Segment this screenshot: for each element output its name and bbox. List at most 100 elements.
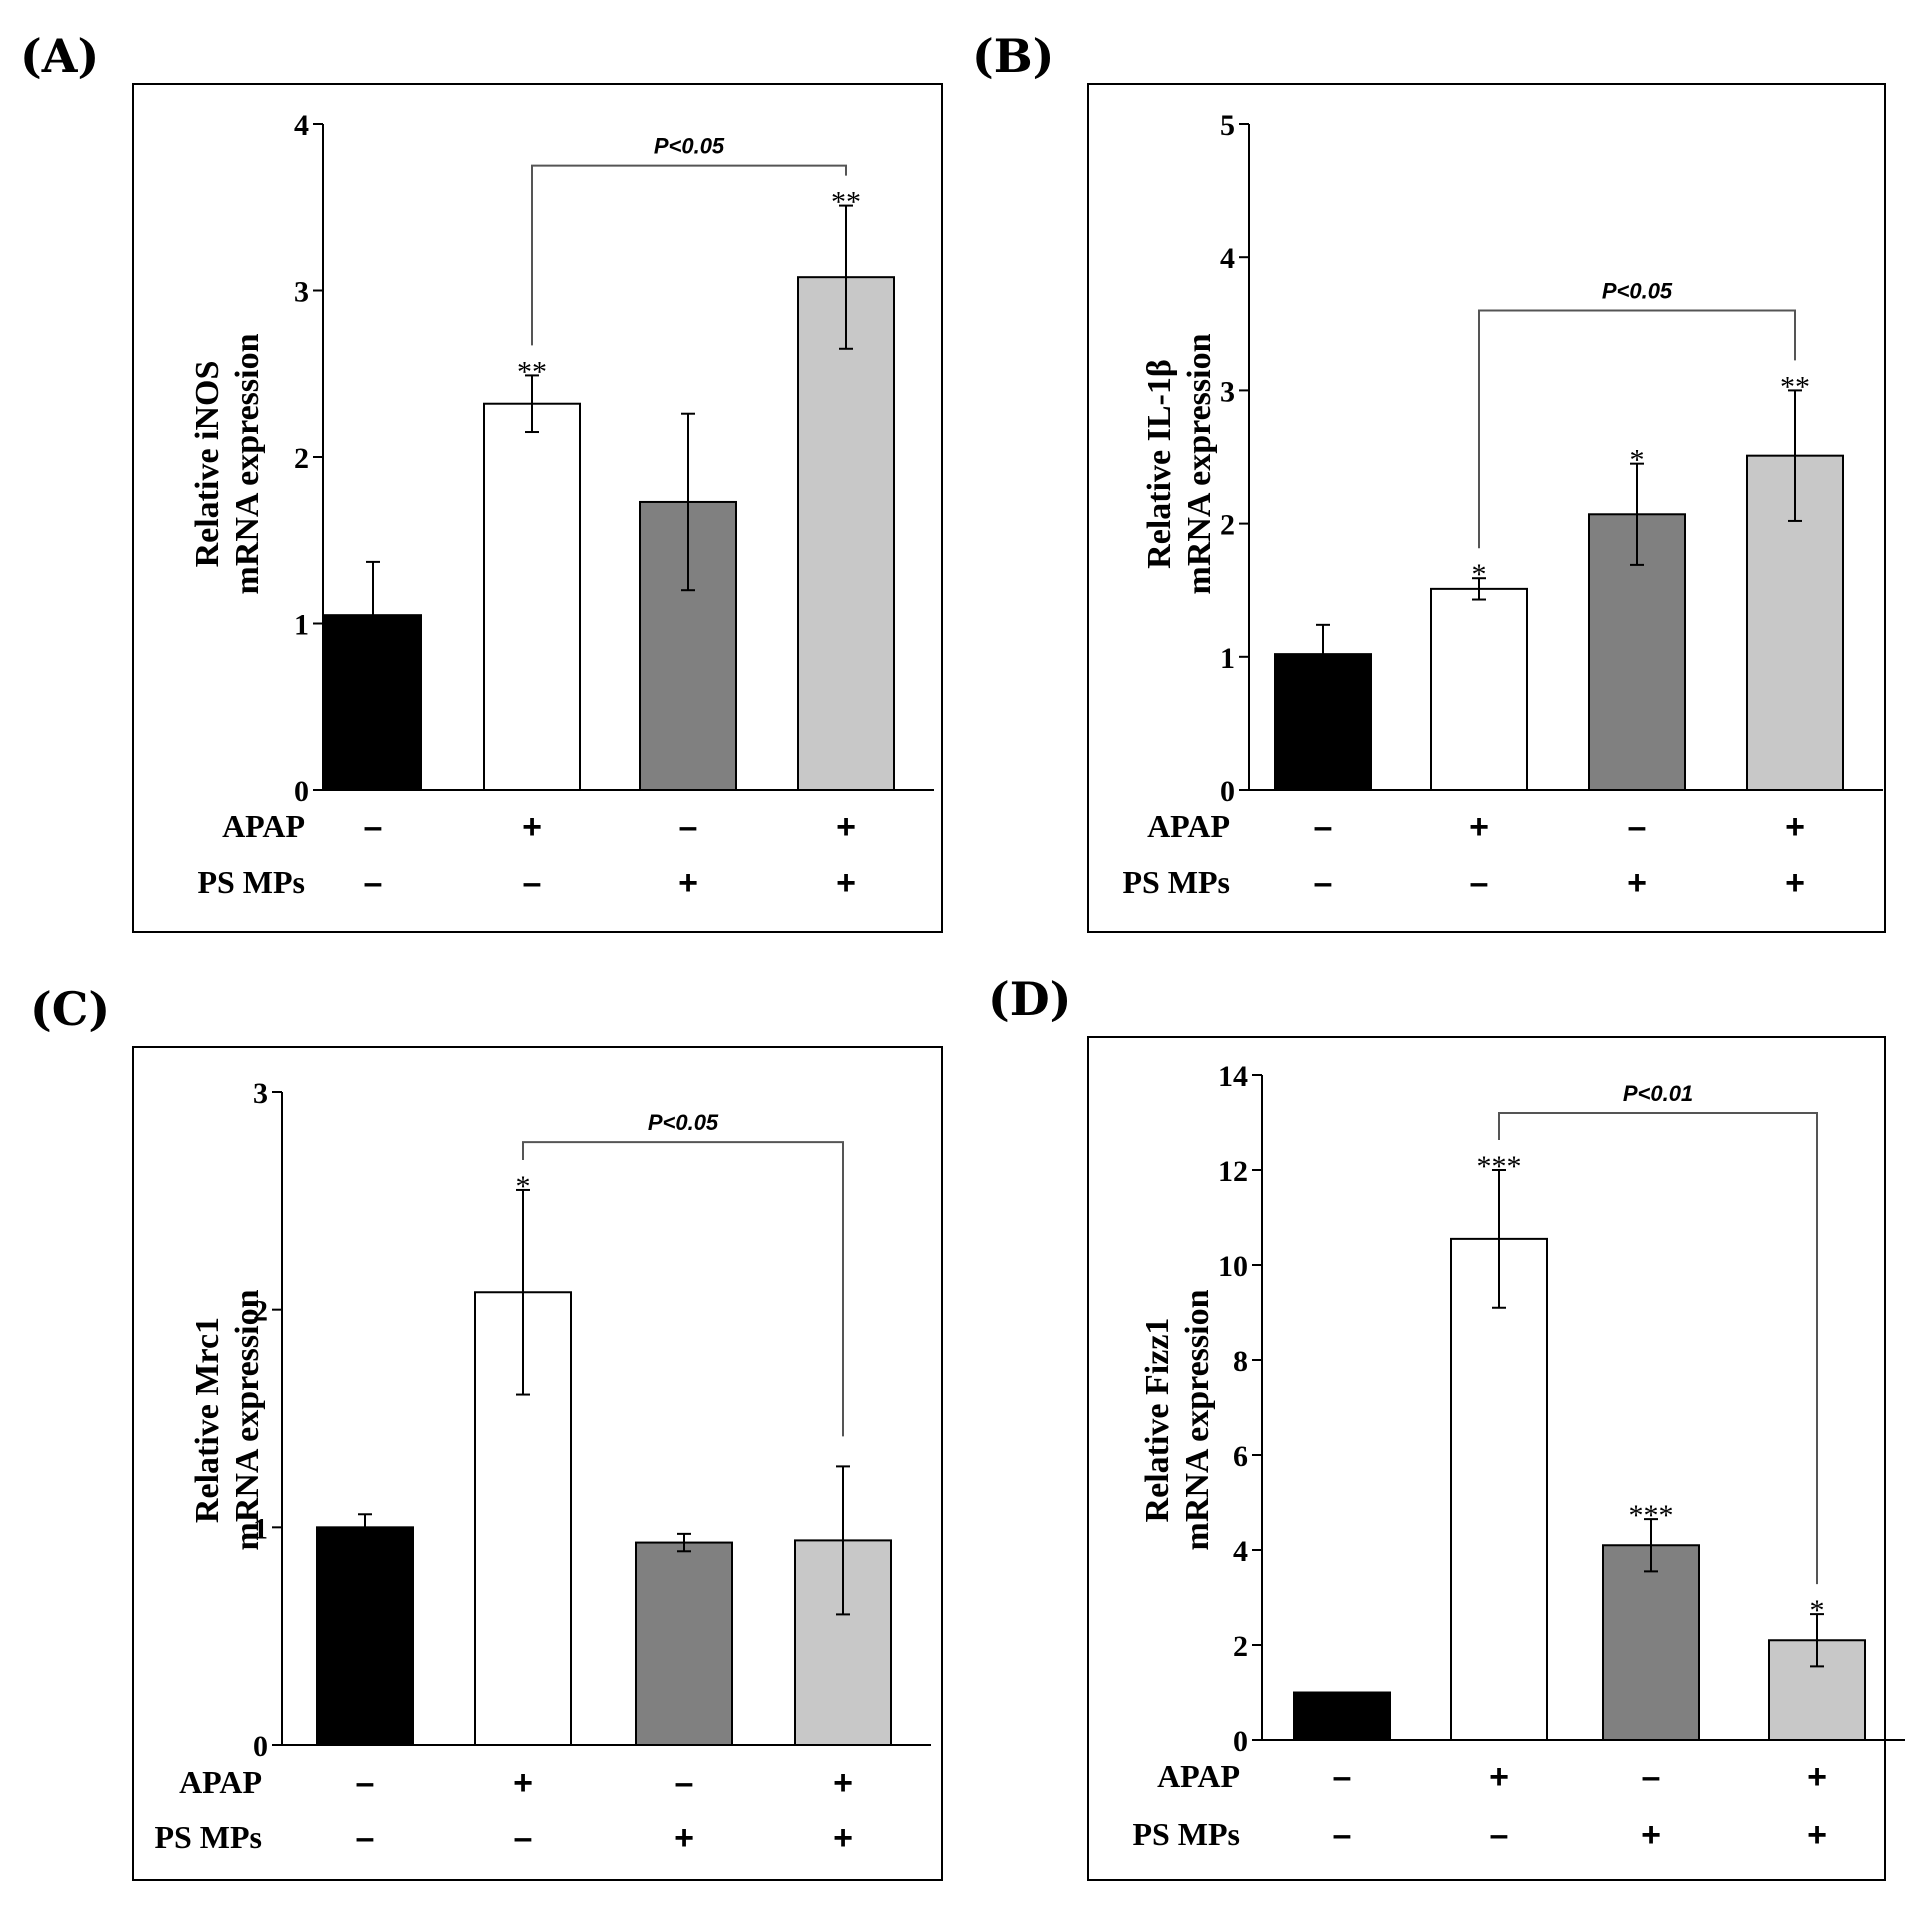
comparison-bracket — [1498, 1112, 1818, 1585]
y-tick-label: 3 — [253, 1077, 268, 1110]
significance-stars: ** — [517, 355, 547, 388]
condition-label: PS MPs — [197, 864, 305, 900]
significance-stars: * — [1472, 558, 1487, 591]
y-tick-label: 2 — [253, 1295, 268, 1328]
y-tick-label: 0 — [294, 775, 309, 808]
y-tick-label: 0 — [1220, 775, 1235, 808]
panel-label: (C) — [30, 982, 110, 1036]
condition-sign: + — [836, 808, 856, 846]
condition-sign: + — [522, 808, 542, 846]
panel-label: (B) — [972, 29, 1054, 83]
condition-label: PS MPs — [1122, 864, 1230, 900]
condition-sign: – — [1314, 864, 1333, 902]
chart-panel: (C) 0 1 2 3 Relative Mrc1 mRNA expression * P<0.… — [30, 982, 943, 1881]
condition-label: APAP — [179, 1764, 262, 1800]
significance-stars: * — [516, 1170, 531, 1203]
y-tick-label: 2 — [294, 442, 309, 475]
chart-panel: (A) 0 1 2 3 4 Relative iNOS mRNA expression ** **… — [20, 29, 943, 933]
bar — [1293, 1691, 1391, 1741]
condition-sign: + — [1641, 1816, 1661, 1854]
condition-sign: + — [1807, 1758, 1827, 1796]
y-axis-label: mRNA expression — [229, 333, 266, 594]
y-axis-label: mRNA expression — [1181, 333, 1218, 594]
y-tick-label: 3 — [1220, 375, 1235, 408]
bar — [483, 402, 581, 791]
y-tick-label: 1 — [294, 609, 309, 642]
bar — [1430, 587, 1528, 791]
condition-sign: + — [1469, 808, 1489, 846]
panel-label: (A) — [20, 29, 99, 83]
y-tick-label: 2 — [1233, 1630, 1248, 1663]
y-tick-label: 12 — [1218, 1155, 1248, 1188]
condition-sign: + — [1807, 1816, 1827, 1854]
condition-sign: – — [1642, 1758, 1661, 1796]
p-value-label: P<0.05 — [654, 134, 725, 159]
significance-stars: * — [1810, 1594, 1825, 1627]
significance-stars: ** — [831, 186, 861, 219]
condition-sign: – — [364, 808, 383, 846]
bar — [797, 276, 895, 791]
y-tick-label: 4 — [294, 109, 309, 142]
condition-label: APAP — [1157, 1758, 1240, 1794]
y-tick-label: 6 — [1233, 1440, 1248, 1473]
p-value-label: P<0.05 — [1602, 278, 1673, 303]
comparison-bracket — [1478, 309, 1796, 549]
y-tick-label: 1 — [253, 1512, 268, 1545]
condition-sign: + — [1489, 1758, 1509, 1796]
panel-frame — [132, 1046, 943, 1881]
condition-sign: – — [356, 1819, 375, 1857]
y-axis-label: Relative IL-1β — [1141, 359, 1178, 569]
panel-label: (D) — [988, 972, 1071, 1026]
condition-sign: – — [675, 1764, 694, 1802]
y-tick-label: 0 — [1233, 1725, 1248, 1758]
y-axis-label: mRNA expression — [1179, 1289, 1216, 1550]
bar — [316, 1526, 414, 1747]
y-tick-label: 5 — [1220, 109, 1235, 142]
condition-label: PS MPs — [1132, 1816, 1240, 1852]
significance-stars: *** — [1477, 1150, 1522, 1183]
y-axis-label: mRNA expression — [229, 1289, 266, 1550]
y-tick-label: 8 — [1233, 1345, 1248, 1378]
y-tick-label: 10 — [1218, 1250, 1248, 1283]
condition-sign: – — [523, 864, 542, 902]
condition-sign: + — [513, 1764, 533, 1802]
condition-sign: + — [678, 864, 698, 902]
bar — [635, 1541, 733, 1746]
panel-frame — [1087, 83, 1886, 933]
panel-frame — [132, 83, 943, 933]
condition-sign: – — [514, 1819, 533, 1857]
bar — [1450, 1237, 1548, 1741]
chart-panel: (D) 0 2 4 6 8 10 12 14 Relative Fizz1 mRNA express… — [988, 972, 1905, 1881]
condition-sign: + — [1785, 864, 1805, 902]
condition-label: APAP — [1147, 808, 1230, 844]
condition-label: PS MPs — [154, 1819, 262, 1855]
y-tick-label: 1 — [1220, 642, 1235, 675]
condition-sign: + — [1627, 864, 1647, 902]
condition-sign: + — [1785, 808, 1805, 846]
bar — [639, 500, 737, 791]
y-tick-label: 0 — [253, 1730, 268, 1763]
condition-sign: – — [364, 864, 383, 902]
condition-sign: – — [1314, 808, 1333, 846]
comparison-bracket — [531, 164, 847, 346]
condition-label: APAP — [222, 808, 305, 844]
y-axis-label: Relative Fizz1 — [1139, 1318, 1176, 1523]
significance-stars: * — [1630, 444, 1645, 477]
condition-sign: – — [1470, 864, 1489, 902]
condition-sign: + — [836, 864, 856, 902]
panel-frame — [1087, 1036, 1886, 1881]
condition-sign: – — [679, 808, 698, 846]
y-tick-label: 3 — [294, 276, 309, 309]
condition-sign: – — [356, 1764, 375, 1802]
condition-sign: + — [833, 1764, 853, 1802]
y-axis-label: Relative iNOS — [189, 361, 226, 568]
y-tick-label: 4 — [1220, 242, 1235, 275]
bar — [1602, 1544, 1700, 1741]
y-axis-label: Relative Mrc1 — [189, 1317, 226, 1523]
y-tick-label: 14 — [1218, 1060, 1248, 1093]
significance-stars: *** — [1629, 1499, 1674, 1532]
p-value-label: P<0.05 — [648, 1110, 719, 1135]
condition-sign: – — [1628, 808, 1647, 846]
